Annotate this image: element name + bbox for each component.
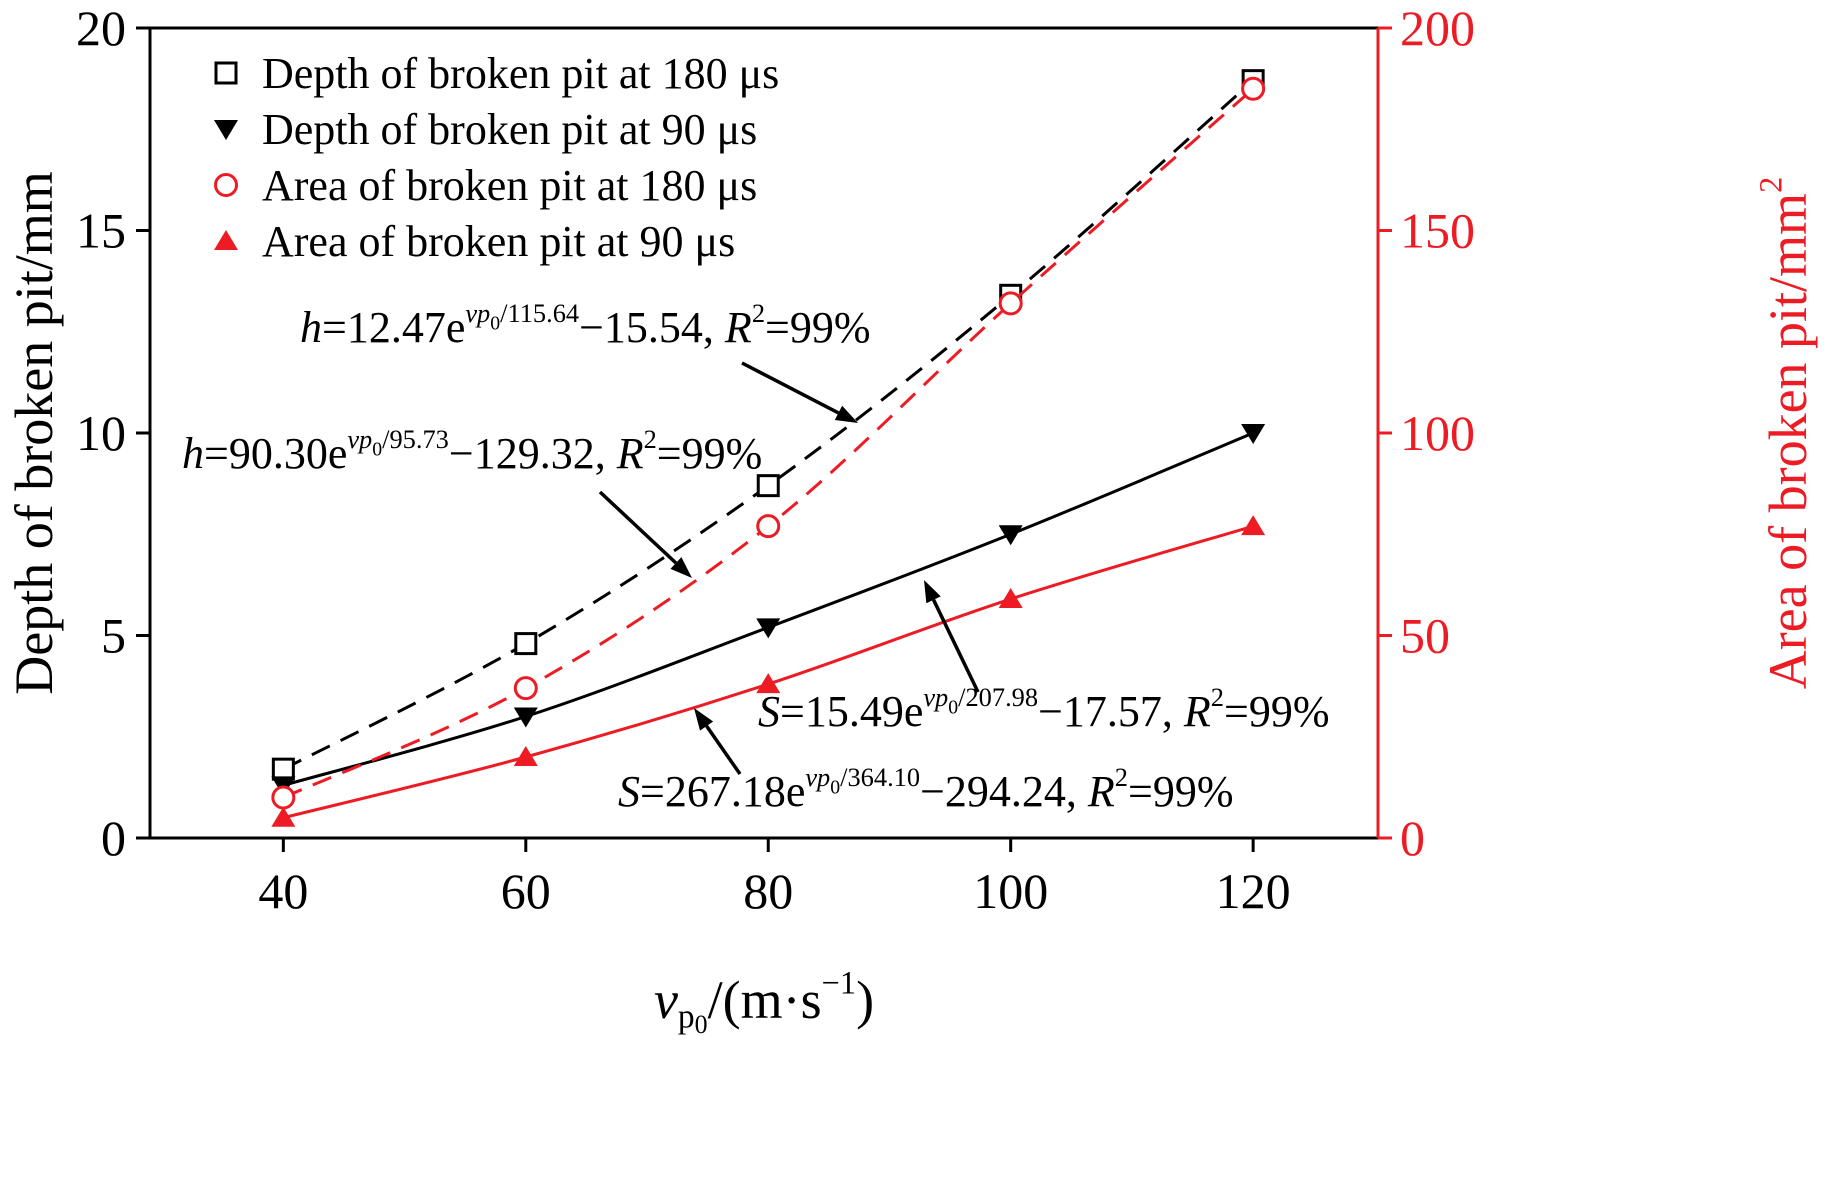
svg-text:Area of broken pit/mm2: Area of broken pit/mm2 [1754,177,1818,690]
legend-label: Depth of broken pit at 90 μs [262,105,757,154]
y-left-tick-label: 20 [76,0,126,56]
x-axis: 40 60 80 100 120 vp0/(m·s−1) [258,838,1291,1039]
y-axis-left: 0 5 10 15 20 Depth of broken pit/mm [4,0,150,866]
y-left-tick-label: 15 [76,203,126,259]
series-1 [271,424,1266,797]
series-3 [271,515,1266,827]
svg-text:S=267.18evp0/364.10−294.24, R2: S=267.18evp0/364.10−294.24, R2=99% [618,762,1233,816]
y-right-tick-label: 0 [1400,810,1425,866]
y-left-tick-label: 5 [101,608,126,664]
x-tick-label: 120 [1216,863,1291,919]
y-right-tick-label: 150 [1400,203,1475,259]
y-right-tick-label: 50 [1400,608,1450,664]
x-tick-label: 100 [973,863,1048,919]
svg-text:h=12.47evp0/115.64−15.54, R2=9: h=12.47evp0/115.64−15.54, R2=99% [300,298,870,352]
annotations: h=12.47evp0/115.64−15.54, R2=99% h=90.30e… [182,298,1329,816]
y-left-tick-label: 0 [101,810,126,866]
x-tick-label: 40 [258,863,308,919]
y-right-tick-label: 100 [1400,405,1475,461]
svg-text:S=15.49evp0/207.98−17.57, R2=9: S=15.49evp0/207.98−17.57, R2=99% [758,682,1329,736]
legend: Depth of broken pit at 180 μs Depth of br… [214,49,779,266]
svg-text:vp0/(m·s−1): vp0/(m·s−1) [654,966,874,1039]
svg-text:Depth of broken pit/mm: Depth of broken pit/mm [4,171,64,694]
svg-text:h=90.30evp0/95.73−129.32, R2=9: h=90.30evp0/95.73−129.32, R2=99% [182,424,762,478]
y-axis-right: 0 50 100 150 200 Area of broken pit/mm2 [1378,0,1818,866]
x-tick-label: 60 [501,863,551,919]
legend-label: Depth of broken pit at 180 μs [262,49,779,98]
plot-frame [148,26,1380,840]
legend-label: Area of broken pit at 180 μs [262,161,757,210]
y-left-tick-label: 10 [76,405,126,461]
legend-label: Area of broken pit at 90 μs [262,217,735,266]
y-right-tick-label: 200 [1400,0,1475,56]
x-tick-label: 80 [743,863,793,919]
series-2 [271,76,1266,810]
